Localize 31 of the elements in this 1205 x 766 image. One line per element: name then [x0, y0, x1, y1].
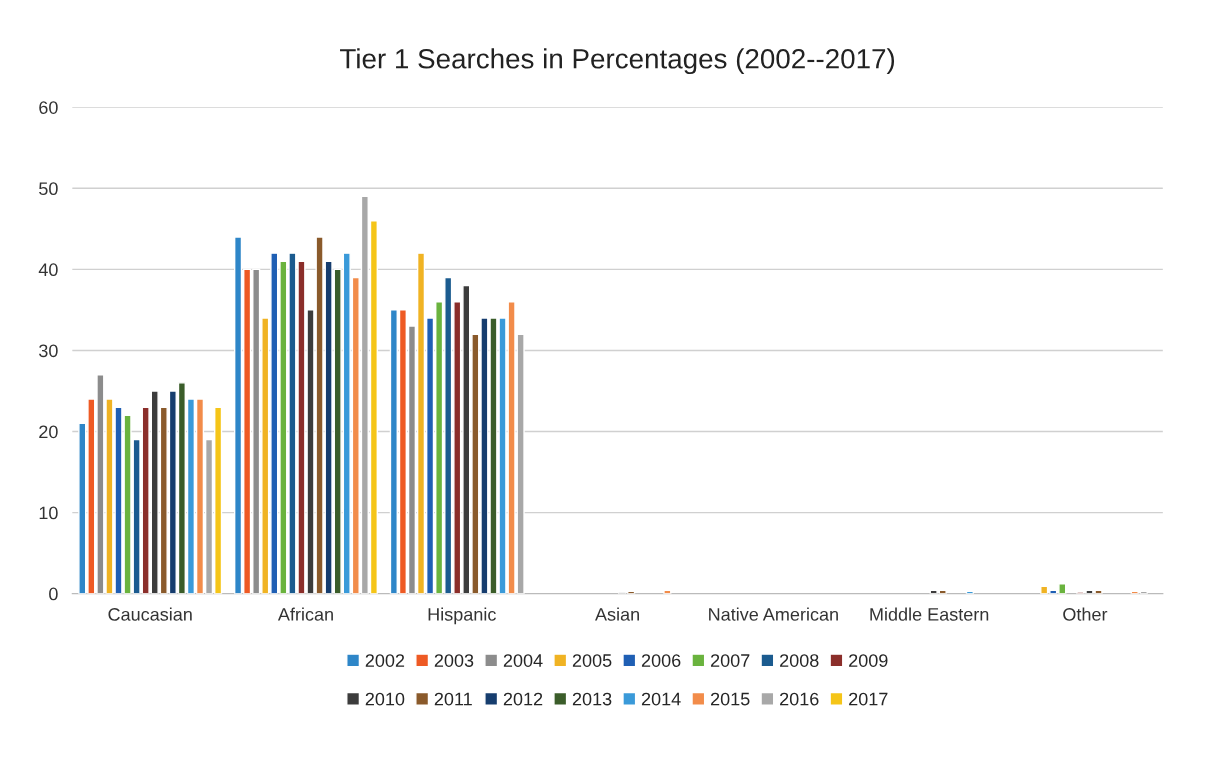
x-tick-label: Native American [709, 607, 838, 621]
x-tick-label: Other [1063, 607, 1108, 621]
legend-label: 2017 [849, 692, 888, 706]
y-tick-label: 40 [38, 263, 58, 277]
legend-label: 2012 [503, 692, 543, 706]
legend-label: 2016 [780, 692, 819, 706]
x-tick-label: Caucasian [108, 607, 192, 621]
legend-label: 2004 [503, 654, 543, 667]
x-tick-label: Middle Eastern [870, 607, 989, 621]
legend-label: 2009 [849, 654, 888, 667]
legend-label: 2013 [572, 692, 612, 706]
x-tick-label: African [277, 607, 333, 621]
chart-title: Tier 1 Searches in Percentages (2002--2017) [340, 48, 895, 75]
legend-label: 2003 [434, 654, 474, 667]
legend-label: 2010 [365, 692, 405, 706]
x-tick-label: Hispanic [428, 607, 496, 625]
y-tick-label: 20 [39, 425, 58, 439]
y-tick-label: 30 [39, 344, 58, 358]
y-tick-label: 50 [39, 182, 58, 196]
legend-label: 2007 [710, 654, 750, 667]
legend-label: 2002 [365, 654, 405, 667]
y-tick-label: 60 [39, 101, 58, 114]
y-tick-label: 0 [49, 587, 58, 601]
legend-label: 2015 [710, 692, 750, 706]
legend-label: 2011 [434, 692, 472, 706]
legend-label: 2008 [780, 654, 819, 667]
legend-label: 2005 [572, 654, 612, 667]
legend-label: 2006 [641, 654, 681, 667]
x-tick-label: Asian [595, 607, 639, 621]
y-tick-label: 10 [39, 506, 58, 520]
legend-label: 2014 [641, 692, 681, 706]
